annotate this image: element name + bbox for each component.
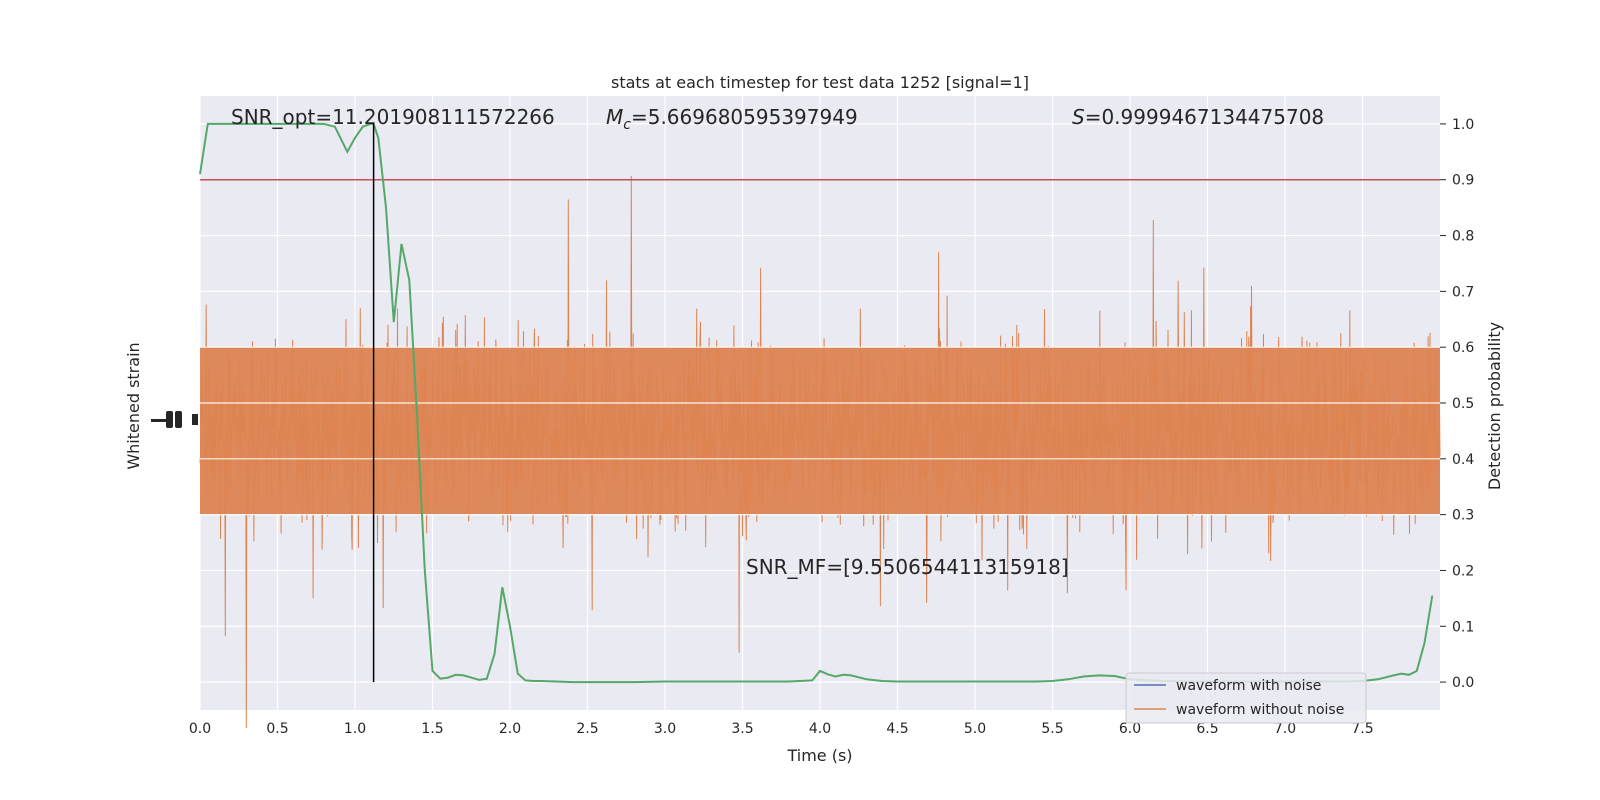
- chirp-mass-annotation: Mc=5.669680595397949: [606, 105, 858, 133]
- y-tick-label: 0.9: [1452, 173, 1474, 189]
- legend-box: [1125, 672, 1367, 724]
- left-y-axis-label: Whitened strain: [124, 342, 143, 469]
- x-tick-label: 7.5: [1351, 721, 1373, 737]
- y-tick-label: 0.6: [1452, 340, 1474, 356]
- x-tick-label: 1.5: [421, 721, 443, 737]
- right-y-axis-label: Detection probability: [1485, 322, 1504, 490]
- y-tick-label: 0.4: [1452, 452, 1474, 468]
- s-score-annotation: S=0.9999467134475708: [1072, 105, 1324, 129]
- y-tick-label: 0.0: [1452, 675, 1474, 691]
- legend-label-noisy: waveform with noise: [1176, 678, 1321, 694]
- legend-label-clean: waveform without noise: [1176, 702, 1344, 718]
- x-tick-label: 5.0: [964, 721, 986, 737]
- x-tick-label: 2.0: [499, 721, 521, 737]
- y-tick-label: 0.1: [1452, 619, 1474, 635]
- x-tick-label: 0.5: [266, 721, 288, 737]
- x-tick-label: 7.0: [1274, 721, 1296, 737]
- x-tick-label: 4.5: [886, 721, 908, 737]
- y-tick-label: 0.2: [1452, 563, 1474, 579]
- x-axis-ticks: 0.0 0.5 1.0 1.5 2.0 2.5 3.0 3.5 4.0 4.5 5.0 5.5 6.0 6…: [189, 721, 1374, 737]
- right-y-axis-ticks: 0.0 0.1 0.2 0.3 0.4 0.5 0.6 0.7 0.8 0.9 1.0: [1440, 117, 1474, 691]
- x-tick-label: 6.0: [1119, 721, 1141, 737]
- chart-title: stats at each timestep for test data 125…: [611, 73, 1029, 92]
- x-tick-label: 3.5: [731, 721, 753, 737]
- y-tick-label: 0.7: [1452, 284, 1474, 300]
- x-axis-label: Time (s): [786, 746, 852, 765]
- strain-series: [199, 175, 1441, 729]
- y-tick-label: 1.0: [1452, 117, 1474, 133]
- y-tick-label: 0.3: [1452, 508, 1474, 524]
- y-tick-label: 0.5: [1452, 396, 1474, 412]
- x-tick-label: 6.5: [1196, 721, 1218, 737]
- x-tick-label: 3.0: [654, 721, 676, 737]
- x-tick-label: 2.5: [576, 721, 598, 737]
- x-tick-label: 1.0: [344, 721, 366, 737]
- y-tick-label: 0.8: [1452, 229, 1474, 245]
- x-tick-label: 0.0: [189, 721, 211, 737]
- snr-opt-annotation: SNR_opt=11.201908111572266: [231, 105, 555, 129]
- x-tick-label: 5.5: [1041, 721, 1063, 737]
- snr-mf-annotation: SNR_MF=[9.550654411315918]: [746, 555, 1069, 579]
- x-tick-label: 4.0: [809, 721, 831, 737]
- left-y-axis-clutter: [151, 411, 198, 428]
- strain-dense-core: [200, 347, 1440, 515]
- legend: waveform with noise waveform without noi…: [1125, 672, 1367, 724]
